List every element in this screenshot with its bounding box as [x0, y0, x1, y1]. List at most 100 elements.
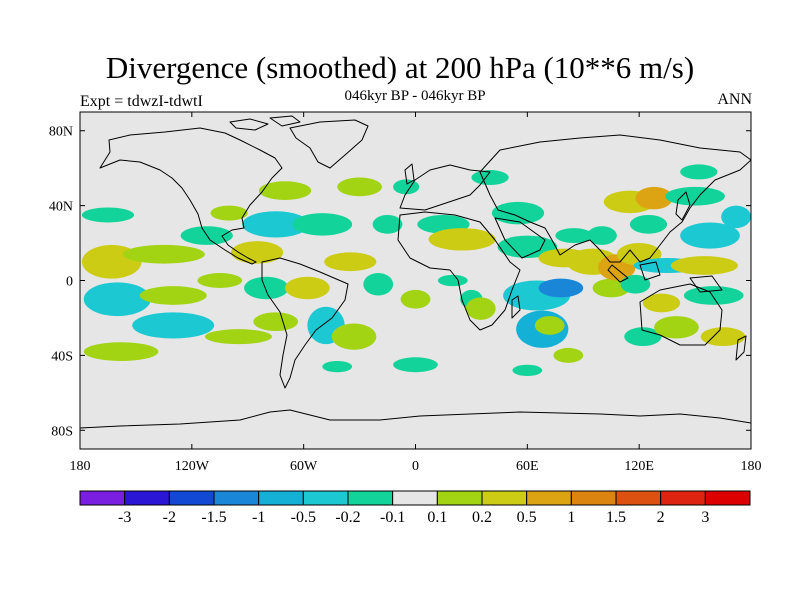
divergence-blob: [337, 177, 382, 197]
divergence-blob: [83, 282, 151, 317]
divergence-blob: [700, 327, 746, 347]
plot-title: Divergence (smoothed) at 200 hPa (10**6 …: [105, 50, 695, 85]
divergence-blob: [230, 241, 284, 264]
y-tick-label: 40S: [51, 349, 73, 364]
colorbar-label: -0.2: [335, 509, 360, 526]
divergence-blob: [534, 316, 565, 335]
x-tick-label: 60E: [516, 459, 539, 474]
divergence-blob: [620, 274, 651, 294]
divergence-blob: [555, 228, 593, 244]
divergence-blob: [624, 327, 662, 347]
y-tick-label: 40N: [49, 200, 73, 215]
divergence-blob: [683, 286, 744, 305]
divergence-blob: [642, 293, 681, 313]
colorbar-label: -1: [252, 509, 265, 526]
divergence-blob: [721, 205, 751, 229]
colorbar-label: -1.5: [201, 509, 226, 526]
colorbar-swatch: [79, 490, 126, 506]
divergence-blob: [654, 316, 699, 339]
colorbar-label: 0.5: [517, 509, 537, 526]
colorbar: -3 -2 -1.5 -1 -0.5 -0.2 -0.1 0.1 0.2 0.5 1 1.5 2 3: [79, 490, 751, 526]
y-tick-label: 80S: [51, 424, 73, 439]
colorbar-swatch: [347, 490, 394, 506]
divergence-blob: [132, 312, 215, 339]
divergence-blob: [331, 323, 377, 350]
colorbar-label: -0.5: [291, 509, 316, 526]
colorbar-label: -3: [118, 509, 131, 526]
divergence-blob: [497, 235, 558, 259]
divergence-blob: [139, 286, 207, 305]
divergence-blob: [292, 213, 353, 236]
season-label: ANN: [717, 91, 752, 108]
experiment-label: Expt = tdwzI-tdwtI: [80, 93, 203, 110]
divergence-blob: [670, 256, 738, 275]
coastlines: [80, 115, 751, 429]
colorbar-swatch: [526, 490, 572, 506]
divergence-blob: [665, 186, 725, 206]
x-tick-label: 180: [70, 459, 91, 474]
colorbar-label: -2: [163, 509, 176, 526]
colorbar-swatch: [436, 490, 483, 506]
divergence-blob: [400, 289, 431, 309]
x-tick-label: 120W: [175, 459, 210, 474]
x-tick-label: 60W: [290, 459, 318, 474]
colorbar-swatch: [213, 490, 260, 506]
colorbar-label: 2: [657, 509, 665, 526]
divergence-blob: [324, 252, 377, 272]
colorbar-swatch: [392, 490, 438, 506]
divergence-blob: [393, 357, 438, 373]
divergence-blob: [83, 342, 159, 362]
y-tick-label: 0: [66, 275, 73, 290]
y-tick-label: 80N: [49, 125, 73, 140]
divergence-blob: [285, 276, 330, 300]
divergence-blob: [491, 201, 545, 225]
map-axis-ticks: 180 120W 60W 0 60E 120E 180 80N 40N 0 40S 80S: [49, 112, 762, 474]
colorbar-label: 1: [567, 509, 575, 526]
divergence-blob: [553, 347, 584, 363]
divergence-blob: [242, 211, 310, 238]
colorbar-swatch: [124, 490, 170, 506]
colorbar-label: 0.2: [472, 509, 492, 526]
divergence-blob: [253, 312, 299, 332]
divergence-blob: [538, 278, 584, 298]
x-tick-label: 120E: [624, 459, 654, 474]
divergence-blob: [372, 214, 403, 234]
divergence-blob: [122, 244, 205, 264]
colorbar-swatch: [704, 490, 751, 506]
divergence-blob: [586, 226, 617, 245]
divergence-blob: [81, 207, 135, 223]
colorbar-swatch: [481, 490, 528, 506]
divergence-blob: [629, 214, 668, 234]
colorbar-swatch: [615, 490, 662, 506]
divergence-blob: [244, 276, 289, 300]
colorbar-label: 0.1: [427, 509, 447, 526]
divergence-blob: [635, 186, 673, 210]
divergence-blob: [258, 181, 312, 200]
plot-subtitle: 046kyr BP - 046kyr BP: [344, 88, 486, 104]
divergence-blob: [680, 164, 718, 180]
divergence-blob: [437, 274, 468, 287]
colorbar-swatch: [302, 490, 349, 506]
colorbar-swatch: [570, 490, 617, 506]
divergence-blob: [204, 329, 272, 345]
divergence-blob: [210, 205, 248, 221]
divergence-blob: [363, 273, 394, 296]
divergence-blob: [512, 364, 543, 376]
colorbar-label: 3: [701, 509, 709, 526]
x-tick-label: 0: [412, 459, 419, 474]
colorbar-swatch: [168, 490, 215, 506]
divergence-blob: [592, 278, 630, 298]
divergence-blob: [428, 228, 496, 251]
colorbar-swatch: [258, 490, 304, 506]
colorbar-label: 1.5: [606, 509, 626, 526]
map-background: [80, 112, 751, 449]
x-tick-label: 180: [741, 459, 762, 474]
colorbar-swatch: [660, 490, 706, 506]
divergence-blob: [465, 297, 496, 320]
divergence-field: [81, 164, 751, 376]
divergence-blob: [197, 273, 243, 288]
divergence-blob: [322, 361, 353, 373]
colorbar-label: -0.1: [380, 509, 405, 526]
divergence-blob: [680, 222, 740, 249]
